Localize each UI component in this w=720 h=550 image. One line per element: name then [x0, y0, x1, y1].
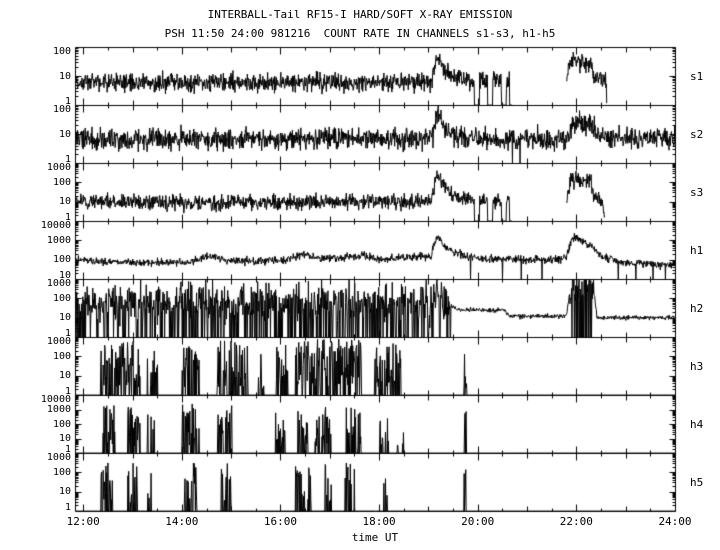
y-tick-label-h3-1: 1	[64, 385, 71, 397]
x-tick-label-14:00: 14:00	[165, 515, 199, 528]
x-tick-label-22:00: 22:00	[559, 515, 593, 528]
panel-label-h1: h1	[690, 244, 704, 257]
chart-title: INTERBALL-Tail RF15-I HARD/SOFT X-RAY EM…	[207, 8, 513, 21]
y-tick-label-h2-100: 100	[52, 292, 71, 304]
y-tick-label-s2-10: 10	[58, 128, 71, 140]
y-tick-label-s1-100: 100	[52, 45, 71, 57]
y-tick-label-s2-1: 1	[64, 153, 71, 165]
y-tick-label-h2-10: 10	[58, 312, 71, 324]
y-tick-label-h1-1000: 1000	[46, 234, 71, 246]
y-tick-label-h5-100: 100	[52, 466, 71, 478]
x-tick-label-24:00: 24:00	[658, 515, 692, 528]
x-tick-label-18:00: 18:00	[362, 515, 396, 528]
y-tick-label-s1-10: 10	[58, 70, 71, 82]
panel-label-h5: h5	[690, 476, 704, 489]
y-tick-label-h4-10: 10	[58, 433, 71, 444]
panel-label-h4: h4	[690, 418, 704, 431]
panel-label-s2: s2	[690, 128, 704, 141]
y-tick-label-h1-100: 100	[52, 254, 71, 266]
y-tick-label-h3-100: 100	[52, 350, 71, 362]
panel-label-h2: h2	[690, 302, 704, 315]
y-tick-label-h4-1000: 1000	[46, 404, 71, 415]
y-tick-label-h4-100: 100	[52, 418, 71, 430]
x-tick-label-20:00: 20:00	[461, 515, 495, 528]
y-tick-label-h3-10: 10	[58, 370, 71, 382]
y-tick-label-s3-1000: 1000	[46, 161, 71, 173]
y-tick-label-h5-1: 1	[64, 501, 71, 513]
y-tick-label-s3-1: 1	[64, 211, 71, 223]
y-tick-label-h2-1: 1	[64, 327, 71, 339]
y-tick-label-h3-1000: 1000	[46, 335, 71, 347]
y-tick-label-h4-10000: 10000	[40, 393, 71, 405]
panel-label-s3: s3	[690, 186, 704, 199]
y-tick-label-s3-100: 100	[52, 176, 71, 188]
x-tick-label-12:00: 12:00	[66, 515, 100, 528]
y-tick-label-s3-10: 10	[58, 196, 71, 208]
x-axis-label: time UT	[351, 531, 399, 544]
y-tick-label-s1-1: 1	[64, 95, 71, 107]
x-tick-label-16:00: 16:00	[263, 515, 298, 528]
y-tick-label-h2-1000: 1000	[46, 277, 71, 289]
y-tick-label-h5-10: 10	[58, 486, 71, 498]
panel-label-h3: h3	[690, 360, 704, 373]
y-tick-label-h1-10000: 10000	[40, 219, 71, 231]
chart-subtitle: PSH 11:50 24:00 981216 COUNT RATE IN CHA…	[164, 27, 556, 40]
y-tick-label-h4-1: 1	[64, 443, 71, 455]
y-tick-label-s2-100: 100	[52, 103, 71, 115]
panel-label-s1: s1	[690, 70, 704, 83]
y-tick-label-h5-1000: 1000	[46, 451, 71, 463]
y-tick-label-h1-10: 10	[58, 269, 71, 281]
